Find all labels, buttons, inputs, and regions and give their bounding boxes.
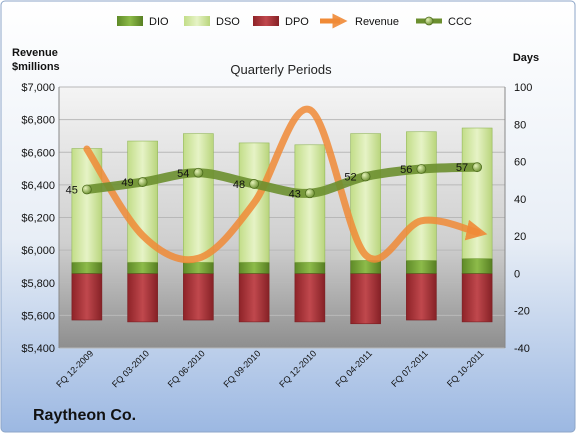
dio-bar [72,262,102,273]
dpo-bar [128,273,158,321]
dio-bar [406,260,436,273]
dpo-bar [406,273,436,320]
left-tick-label: $6,000 [21,245,55,257]
left-axis-ticks: $5,400 $5,600 $5,800 $6,000 $6,200 $6,400 $6,6… [21,82,55,355]
right-tick-label: -40 [514,343,530,355]
left-tick-label: $5,600 [21,310,55,322]
left-tick-label: $6,200 [21,213,55,225]
ccc-data-label: 45 [66,185,78,197]
ccc-data-label: 56 [400,164,412,176]
right-tick-label: 80 [514,119,526,131]
ccc-data-label: 57 [456,162,468,174]
company-name: Raytheon Co. [33,407,136,424]
ccc-point [361,172,370,181]
right-tick-label: 40 [514,194,526,206]
dio-bar [239,262,269,273]
ccc-data-label: 52 [344,171,356,183]
dso-bar [406,132,436,261]
left-tick-label: $6,600 [21,147,55,159]
legend-dio-swatch [117,16,143,26]
dso-bar [462,128,492,259]
left-axis-label-line2: $millions [12,61,60,73]
dio-bar [295,262,325,273]
dio-bar [128,262,158,273]
dio-bar [183,262,213,273]
legend-dio-label: DIO [149,16,169,28]
ccc-point [473,163,482,172]
legend-dso-swatch [184,16,210,26]
legend-ccc-marker [425,17,433,25]
left-tick-label: $6,800 [21,115,55,127]
dso-bar [295,145,325,262]
dio-bar [462,259,492,274]
legend-revenue-label: Revenue [355,16,399,28]
right-tick-label: 100 [514,82,532,94]
right-tick-label: -20 [514,306,530,318]
legend-dpo-swatch [253,16,279,26]
ccc-point [305,189,314,198]
left-tick-label: $6,400 [21,180,55,192]
dpo-bar [72,273,102,320]
legend-dso-label: DSO [216,16,240,28]
ccc-data-label: 49 [121,177,133,189]
left-axis-label-line1: Revenue [12,47,58,59]
legend-ccc-label: CCC [448,16,472,28]
dpo-bar [239,273,269,321]
ccc-data-label: 43 [289,188,301,200]
ccc-point [194,168,203,177]
ccc-point [417,165,426,174]
ccc-point [138,178,147,187]
dso-bar [183,134,213,263]
left-tick-label: $5,800 [21,278,55,290]
left-tick-label: $5,400 [21,343,55,355]
left-tick-label: $7,000 [21,82,55,94]
right-tick-label: 0 [514,268,520,280]
ccc-data-label: 48 [233,179,245,191]
ccc-point [250,179,259,188]
ccc-data-label: 54 [177,168,189,180]
dpo-bar [462,273,492,321]
right-axis-label: Days [513,52,539,64]
right-tick-label: 60 [514,157,526,169]
dpo-bar [183,273,213,320]
ccc-point [82,185,91,194]
right-tick-label: 20 [514,231,526,243]
dpo-bar [351,273,381,323]
chart-title: Quarterly Periods [230,62,332,77]
dpo-bar [295,273,325,321]
legend-dpo-label: DPO [285,16,309,28]
